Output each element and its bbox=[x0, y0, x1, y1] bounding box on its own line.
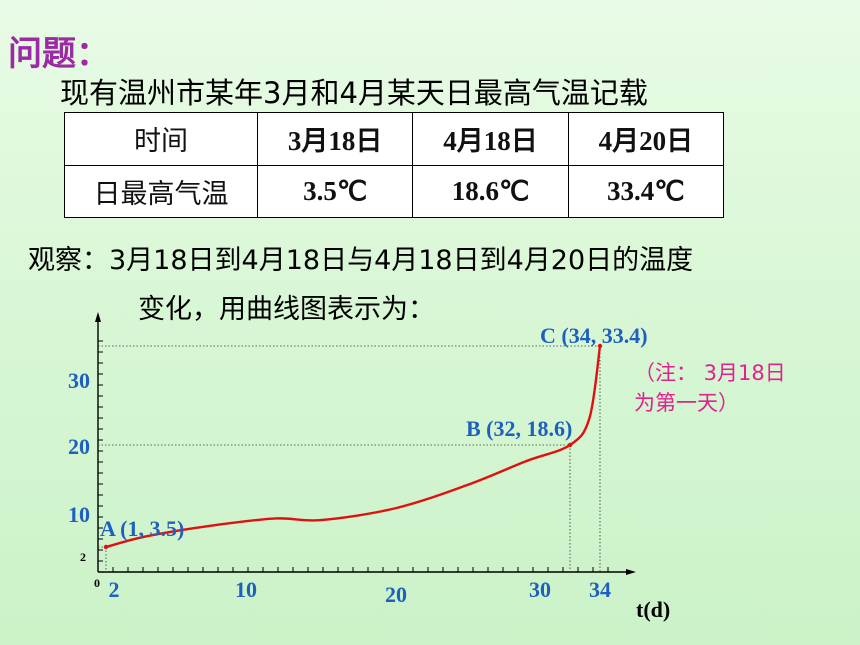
observation-line-1: 观察：3月18日到4月18日与4月18日到4月20日的温度 bbox=[28, 245, 694, 276]
x-tick-label: 10 bbox=[235, 577, 257, 602]
x-axis-ticks bbox=[97, 567, 609, 572]
point-label-a: A (1, 3.5) bbox=[100, 516, 184, 541]
x-tick-label: 34 bbox=[589, 577, 611, 602]
note-line-1: （注： 3月18日 bbox=[634, 361, 786, 385]
guide-lines bbox=[98, 345, 601, 572]
temp-mar18: 3.5℃ bbox=[256, 164, 414, 218]
x-tick-label: 30 bbox=[529, 577, 551, 602]
x-axis-label: t(d) bbox=[636, 597, 670, 622]
note-line-2: 为第一天） bbox=[634, 391, 739, 415]
data-point-c bbox=[597, 343, 603, 349]
y-tick-label: 10 bbox=[68, 502, 90, 527]
origin-label: 0 bbox=[94, 576, 100, 590]
y-axis-ticks bbox=[98, 340, 103, 573]
y-axis-arrow-icon bbox=[95, 312, 101, 322]
note-text: （注： 3月18日 为第一天） bbox=[634, 358, 786, 418]
y-tick-label-small: 2 bbox=[80, 550, 86, 564]
point-label-c: C (34, 33.4) bbox=[540, 323, 648, 348]
point-label-b: B (32, 18.6) bbox=[466, 416, 572, 441]
x-tick-label: 2 bbox=[109, 577, 120, 602]
data-point-a bbox=[103, 544, 109, 550]
temperature-table: 时间 3月18日 4月18日 4月20日 日最高气温 3.5℃ 18.6℃ 33… bbox=[64, 112, 725, 218]
header-time: 时间 bbox=[64, 112, 258, 166]
temp-apr20: 33.4℃ bbox=[567, 164, 725, 218]
data-points bbox=[103, 343, 603, 550]
y-tick-label: 20 bbox=[68, 434, 90, 459]
y-tick-label: 30 bbox=[68, 368, 90, 393]
data-point-b bbox=[567, 442, 573, 448]
table-header-row: 时间 3月18日 4月18日 4月20日 bbox=[64, 112, 725, 166]
header-date-mar18: 3月18日 bbox=[256, 112, 414, 166]
intro-text: 现有温州市某年3月和4月某天日最高气温记载 bbox=[60, 76, 648, 110]
x-tick-label: 20 bbox=[385, 582, 407, 607]
temperature-curve bbox=[105, 345, 602, 549]
x-axis-arrow-icon bbox=[626, 569, 636, 575]
table-row: 日最高气温 3.5℃ 18.6℃ 33.4℃ bbox=[64, 164, 725, 218]
temp-apr18: 18.6℃ bbox=[412, 164, 569, 218]
page-heading: 问题： bbox=[8, 34, 110, 74]
observation-line-2: 变化，用曲线图表示为： bbox=[138, 294, 435, 325]
header-date-apr20: 4月20日 bbox=[567, 112, 725, 166]
